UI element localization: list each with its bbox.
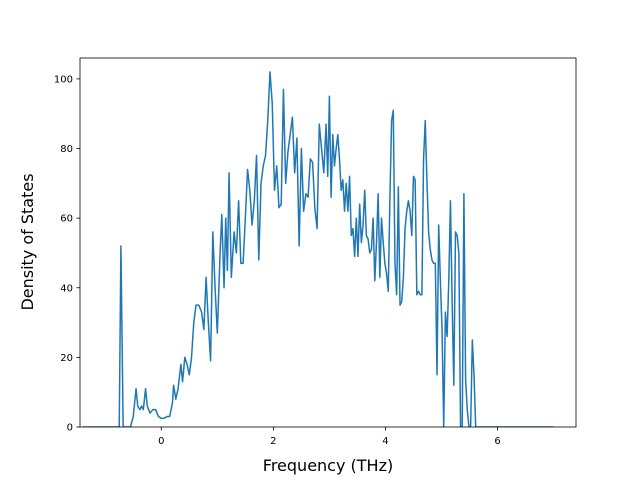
x-tick-label-4: 4 xyxy=(382,436,388,447)
y-tick-label-100: 100 xyxy=(54,74,73,85)
axes-frame xyxy=(79,57,577,428)
y-tick-label-40: 40 xyxy=(60,283,73,294)
y-tick-label-80: 80 xyxy=(60,144,73,155)
x-tick-label-2: 2 xyxy=(270,436,276,447)
y-axis-label: Density of States xyxy=(18,173,37,310)
x-axis-label: Frequency (THz) xyxy=(263,456,393,475)
y-axis: 0 20 40 60 80 100 xyxy=(54,74,80,434)
plot-area xyxy=(79,57,577,428)
y-tick-label-20: 20 xyxy=(60,353,73,364)
x-tick-label-0: 0 xyxy=(158,436,164,447)
x-axis: 0 2 4 6 xyxy=(158,427,501,447)
series-line-0 xyxy=(82,71,554,427)
y-tick-label-60: 60 xyxy=(60,214,73,225)
y-tick-label-0: 0 xyxy=(67,423,73,434)
x-tick-label-6: 6 xyxy=(494,436,500,447)
